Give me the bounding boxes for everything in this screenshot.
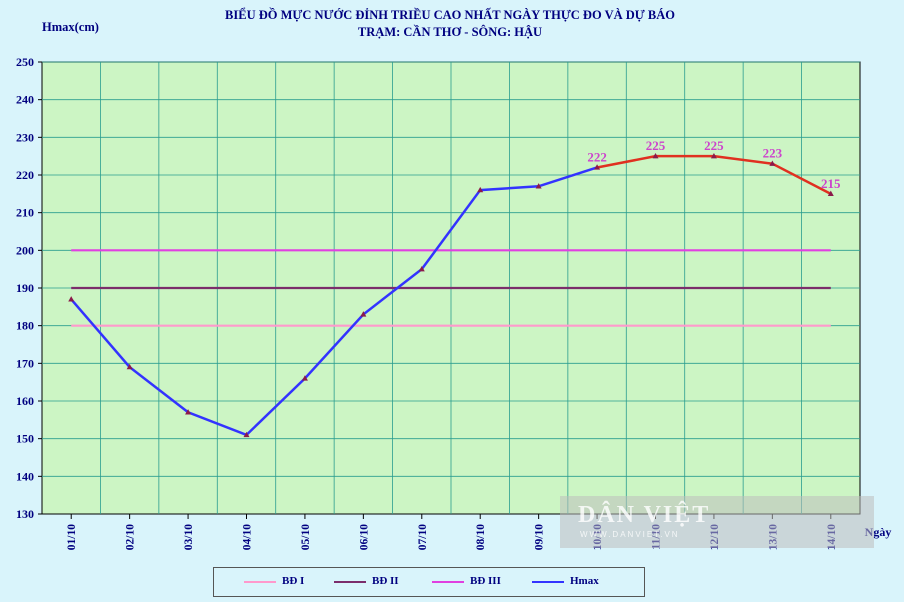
y-axis-label: Hmax(cm) — [42, 20, 99, 34]
data-label: 222 — [587, 149, 607, 164]
x-tick-label: 08/10 — [475, 524, 487, 550]
watermark-text: DÂN VIỆT — [578, 502, 711, 528]
y-tick-label: 180 — [16, 319, 34, 333]
y-tick-label: 250 — [16, 55, 34, 69]
hmax-point — [243, 431, 250, 438]
legend-swatch-bd3 — [432, 581, 464, 583]
hmax-point — [68, 296, 75, 302]
y-tick-label: 190 — [16, 281, 34, 295]
y-tick-label: 220 — [16, 168, 34, 182]
legend-label-bd3: BĐ III — [470, 575, 501, 587]
hmax-point — [710, 152, 717, 159]
x-tick-label: 07/10 — [417, 524, 429, 550]
hmax-point — [477, 186, 484, 193]
hmax-point — [652, 152, 659, 159]
chart-legend: BĐ I BĐ II BĐ III Hmax — [213, 567, 645, 597]
y-tick-label: 130 — [16, 507, 34, 521]
watermark: DÂN VIỆT WWW.DANVIET.VN — [560, 496, 874, 548]
x-tick-label: 03/10 — [183, 524, 195, 550]
watermark-subtext: WWW.DANVIET.VN — [580, 530, 680, 539]
x-tick-label: 01/10 — [66, 524, 78, 550]
hmax-point — [185, 409, 192, 415]
hmax-point — [301, 375, 308, 381]
hmax-point — [535, 183, 542, 189]
y-tick-label: 240 — [16, 93, 34, 107]
x-tick-label: 02/10 — [125, 524, 137, 550]
x-tick-label: 09/10 — [534, 524, 546, 550]
y-tick-label: 150 — [16, 432, 34, 446]
chart-title: BIỂU ĐỒ MỰC NƯỚC ĐỈNH TRIỀU CAO NHẤT NGÀ… — [225, 8, 675, 22]
x-tick-label: 05/10 — [300, 524, 312, 550]
legend-swatch-hmax — [532, 581, 564, 583]
y-tick-label: 230 — [16, 130, 34, 144]
hmax-point — [360, 311, 367, 317]
hmax-observed-line — [70, 166, 598, 437]
legend-swatch-bd2 — [334, 581, 366, 583]
y-tick-label: 200 — [16, 243, 34, 257]
data-label: 223 — [763, 146, 783, 161]
legend-label-bd1: BĐ I — [282, 575, 305, 587]
hmax-point — [594, 164, 601, 170]
y-tick-label: 210 — [16, 206, 34, 220]
hmax-point — [827, 190, 834, 197]
data-label: 215 — [821, 176, 841, 191]
x-tick-label: 04/10 — [242, 524, 254, 550]
hmax-point — [126, 363, 133, 370]
y-tick-label: 160 — [16, 394, 34, 408]
chart-subtitle: TRẠM: CẦN THƠ - SÔNG: HẬU — [357, 25, 543, 39]
data-label: 225 — [646, 138, 666, 153]
y-tick-label: 170 — [16, 356, 34, 370]
data-label: 225 — [704, 138, 724, 153]
hmax-point — [418, 265, 425, 272]
legend-swatch-bd1 — [244, 581, 276, 583]
legend-label-hmax: Hmax — [570, 575, 599, 587]
hmax-point — [769, 160, 776, 166]
legend-label-bd2: BĐ II — [372, 575, 399, 587]
y-tick-label: 140 — [16, 469, 34, 483]
x-tick-label: 06/10 — [358, 524, 370, 550]
